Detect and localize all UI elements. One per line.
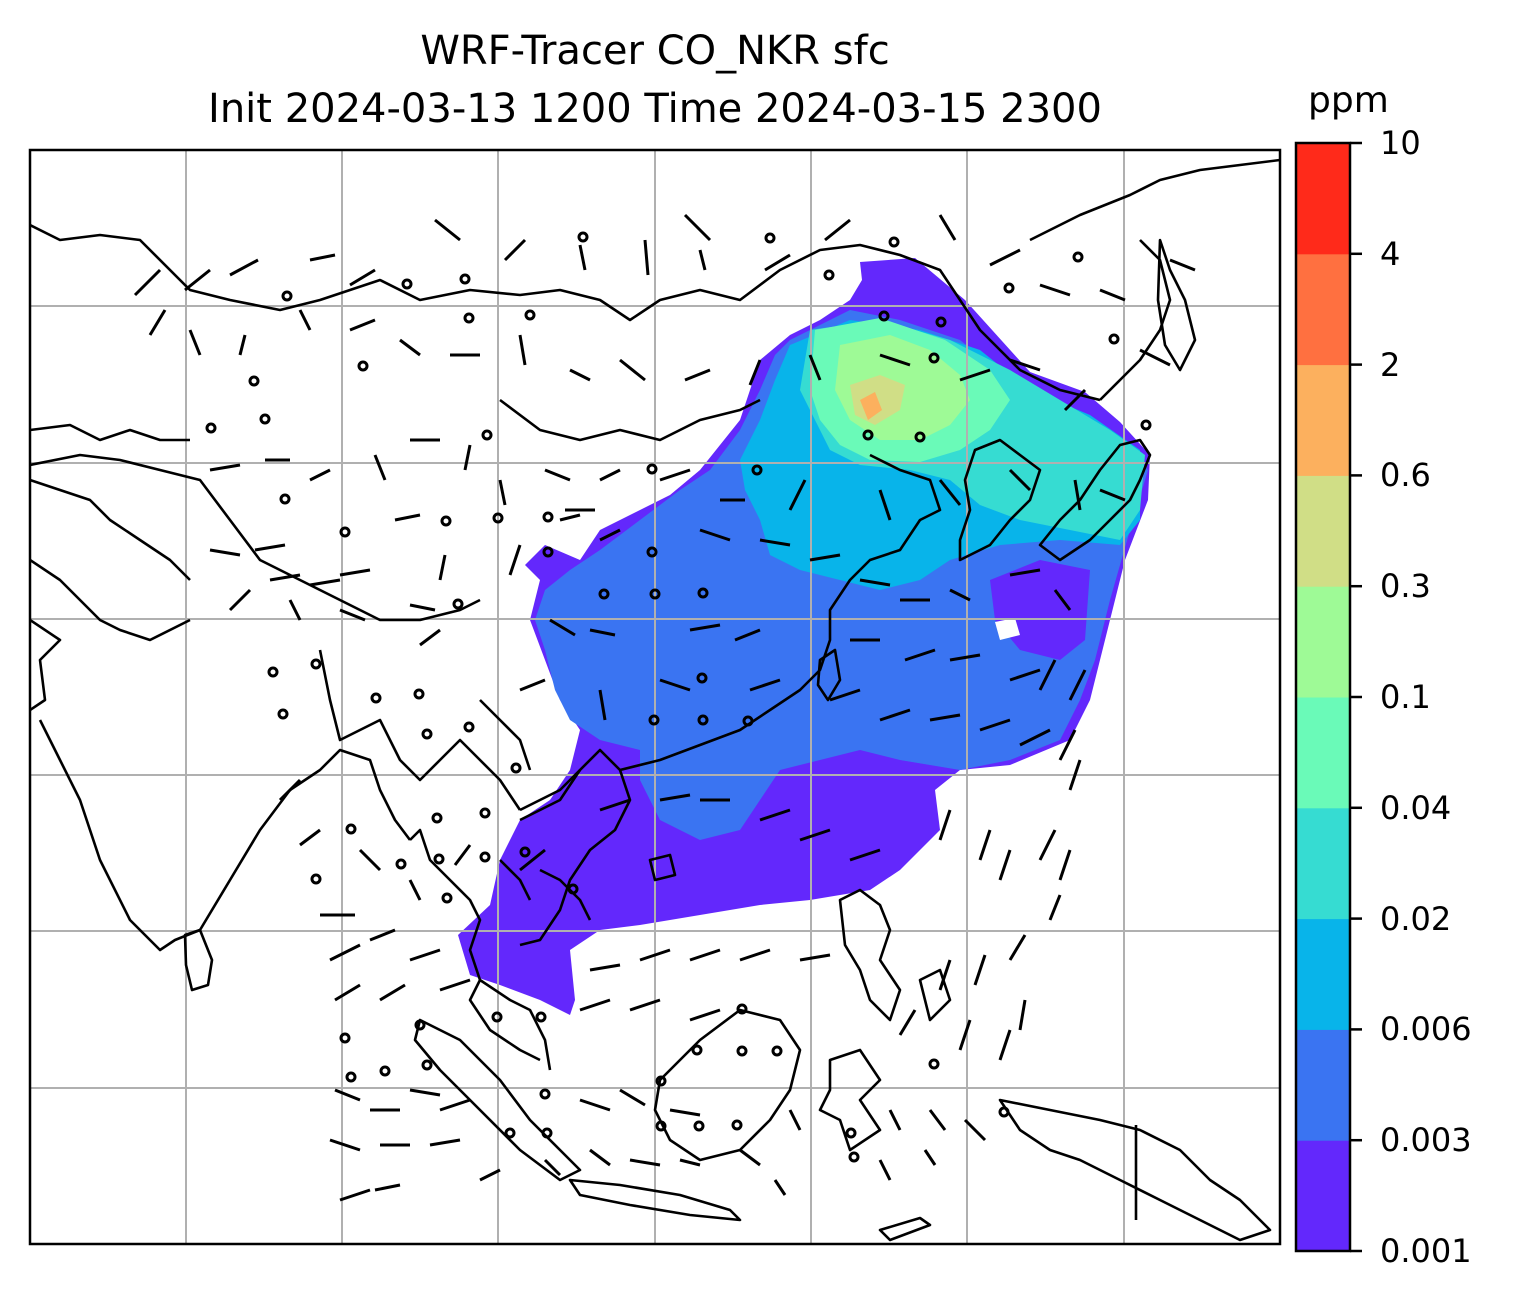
central-asia-border xyxy=(30,423,191,581)
taiwan xyxy=(816,648,842,702)
colorbar-segment xyxy=(1296,697,1350,809)
colorbar-tick-label: 0.04 xyxy=(1380,788,1452,827)
colorbar-tick-label: 0.1 xyxy=(1380,678,1431,716)
timor xyxy=(878,1216,932,1242)
colorbar-segment xyxy=(1296,364,1350,476)
tracer-hole xyxy=(995,618,1020,640)
colorbar-tick-label: 0.3 xyxy=(1380,567,1431,606)
colorbar-segment xyxy=(1296,1140,1350,1252)
java xyxy=(568,1178,742,1222)
new-guinea xyxy=(998,1098,1272,1242)
himalaya-border xyxy=(30,453,481,622)
colorbar-segment xyxy=(1296,918,1350,1030)
colorbar-segment xyxy=(1296,586,1350,698)
colorbar-segment xyxy=(1296,143,1350,255)
myanmar-border xyxy=(318,649,522,811)
coastline-india xyxy=(30,618,412,952)
colorbar-tick-label: 4 xyxy=(1380,234,1401,273)
chart-title-line-2: Init 2024-03-13 1200 Time 2024-03-15 230… xyxy=(208,86,1102,132)
colorbar-tick-label: 0.02 xyxy=(1380,899,1452,938)
tracer-field xyxy=(458,258,1150,1015)
russia-coast xyxy=(1029,158,1280,401)
colorbar-segment xyxy=(1296,807,1350,920)
colorbar-units-label: ppm xyxy=(1308,80,1389,121)
philippines xyxy=(838,888,952,1022)
coastline-indochina xyxy=(409,828,552,1071)
colorbar-tick-label: 2 xyxy=(1380,345,1401,384)
borneo xyxy=(653,1008,802,1162)
colorbar-tick-label: 0.003 xyxy=(1380,1121,1472,1160)
colorbar-tick-label: 0.006 xyxy=(1380,1010,1472,1049)
korea-peninsula xyxy=(958,438,1042,562)
japan-honshu xyxy=(1038,438,1152,562)
coastline-china xyxy=(619,453,942,772)
colorbar-segment xyxy=(1296,253,1350,366)
hainan xyxy=(648,853,677,882)
colorbar-tick-label: 0.6 xyxy=(1380,456,1431,495)
calm-wind-markers xyxy=(205,231,1152,1163)
colorbar-segment xyxy=(1296,1029,1350,1141)
china-mongolia-border xyxy=(30,223,1101,402)
sakhalin xyxy=(1156,238,1197,372)
china-russia-border xyxy=(499,398,761,442)
sri-lanka xyxy=(183,928,214,992)
chart-title-line-1: WRF-Tracer CO_NKR sfc xyxy=(420,28,890,74)
colorbar xyxy=(1294,141,1362,1253)
colorbar-segment xyxy=(1296,475,1350,587)
laos-border xyxy=(479,699,581,812)
sulawesi xyxy=(818,1048,882,1152)
colorbar-tick-label: 0.001 xyxy=(1380,1232,1472,1270)
sumatra xyxy=(413,1018,582,1182)
colorbar-tick-label: 10 xyxy=(1380,124,1421,162)
coastlines-borders xyxy=(30,158,1280,1242)
map-frame xyxy=(28,148,1282,1246)
pakistan-border xyxy=(30,558,191,642)
gridlines xyxy=(30,150,1280,1244)
tracer-band-0.6 xyxy=(860,392,882,420)
wind-barbs xyxy=(133,213,1196,1202)
